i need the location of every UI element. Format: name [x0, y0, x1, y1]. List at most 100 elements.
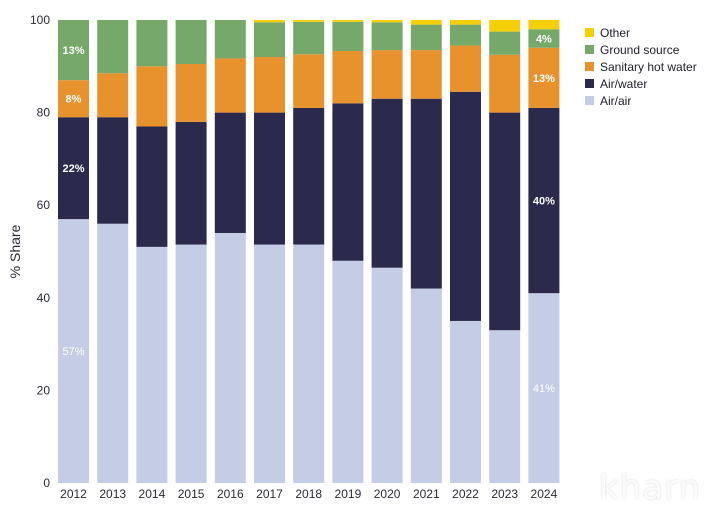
bar-2019-ground-source [332, 21, 364, 52]
bar-2023-sanitary-hot-water [489, 54, 521, 113]
legend-label-ground-source: Ground source [600, 43, 680, 57]
x-tick-label-2019: 2019 [335, 487, 362, 501]
x-tick-label-2021: 2021 [413, 487, 440, 501]
data-label-2012-sanitary-hot-water: 8% [66, 94, 82, 106]
bar-2014-air-water [136, 126, 168, 247]
data-label-2024-air-water: 40% [533, 196, 555, 208]
bar-2020-air-water [371, 98, 403, 268]
bar-2023-ground-source [489, 31, 521, 55]
y-tick-label-0: 0 [43, 476, 50, 490]
bar-2013-air-water [97, 117, 129, 224]
x-tick-label-2016: 2016 [217, 487, 244, 501]
bar-2019-air-air [332, 260, 364, 483]
y-tick-label-20: 20 [37, 383, 51, 397]
watermark-logo: kharn [598, 468, 701, 508]
x-tick-label-2012: 2012 [60, 487, 87, 501]
bar-2017-air-air [254, 244, 285, 483]
bar-2014-sanitary-hot-water [136, 66, 168, 127]
legend-label-other: Other [600, 26, 630, 40]
bar-2015-air-air [175, 244, 207, 483]
bar-2014-ground-source [136, 20, 168, 67]
bar-2015-sanitary-hot-water [175, 63, 207, 122]
legend-label-air-water: Air/water [600, 77, 647, 91]
bar-2022-ground-source [450, 24, 481, 46]
x-tick-label-2014: 2014 [139, 487, 166, 501]
bar-2018-air-air [293, 244, 325, 483]
bar-2024-ground-source [528, 29, 560, 48]
legend-label-sanitary-hot-water: Sanitary hot water [600, 60, 697, 74]
bar-2014-air-air [136, 246, 168, 483]
data-label-2012-air-water: 22% [62, 163, 84, 175]
bar-2019-sanitary-hot-water [332, 51, 364, 104]
x-tick-label-2022: 2022 [452, 487, 479, 501]
data-label-2012-ground-source: 13% [62, 45, 84, 57]
y-tick-label-60: 60 [37, 198, 51, 212]
bar-2019-air-water [332, 103, 364, 261]
bar-2023-air-water [489, 112, 521, 331]
bar-2020-ground-source [371, 22, 403, 51]
data-label-2012-air-air: 57% [62, 346, 84, 358]
bar-2016-air-air [214, 232, 246, 483]
data-label-2024-ground-source: 4% [536, 34, 552, 46]
bar-2016-sanitary-hot-water [214, 58, 246, 113]
legend-swatch-sanitary-hot-water [585, 62, 594, 71]
data-label-2024-air-air: 41% [533, 383, 555, 395]
bar-2021-ground-source [410, 24, 442, 51]
legend-label-air-air: Air/air [600, 94, 631, 108]
x-tick-label-2020: 2020 [374, 487, 401, 501]
bar-2022-sanitary-hot-water [450, 45, 481, 92]
bar-2023-other [489, 20, 521, 32]
bar-2018-ground-source [293, 21, 325, 55]
bar-2019-other [332, 20, 364, 22]
bar-2013-air-air [97, 223, 129, 483]
bar-2024-other [528, 20, 560, 30]
x-tick-label-2015: 2015 [178, 487, 205, 501]
data-label-2024-sanitary-hot-water: 13% [533, 73, 555, 85]
legend-swatch-ground-source [585, 45, 594, 54]
bar-2012-sanitary-hot-water [58, 80, 89, 118]
bar-2015-ground-source [175, 20, 207, 64]
y-tick-label-100: 100 [30, 13, 50, 27]
x-tick-label-2023: 2023 [491, 487, 518, 501]
bar-2020-other [371, 20, 403, 23]
bar-2012-ground-source [58, 20, 89, 81]
x-tick-label-2024: 2024 [531, 487, 558, 501]
bar-2022-air-air [450, 320, 481, 483]
x-tick-label-2017: 2017 [256, 487, 283, 501]
bar-2017-ground-source [254, 22, 285, 58]
bar-2020-air-air [371, 267, 403, 483]
legend-swatch-other [585, 28, 594, 37]
bar-2020-sanitary-hot-water [371, 50, 403, 99]
y-tick-label-40: 40 [37, 291, 51, 305]
y-tick-label-80: 80 [37, 106, 51, 120]
x-tick-label-2013: 2013 [99, 487, 126, 501]
bar-2018-sanitary-hot-water [293, 54, 325, 108]
bar-2024-air-water [528, 107, 560, 294]
bar-2022-other [450, 20, 481, 25]
bar-2013-sanitary-hot-water [97, 73, 129, 118]
bar-2012-air-water [58, 117, 89, 220]
bar-2018-air-water [293, 107, 325, 245]
bar-2022-air-water [450, 91, 481, 321]
bar-2017-air-water [254, 112, 285, 245]
bar-2023-air-air [489, 330, 521, 483]
bar-2021-sanitary-hot-water [410, 50, 442, 99]
y-axis-title: % Share [7, 224, 23, 278]
bar-2024-air-air [528, 293, 560, 483]
bar-2024-sanitary-hot-water [528, 47, 560, 108]
legend-swatch-air-water [585, 79, 594, 88]
bar-2016-ground-source [214, 20, 246, 59]
bar-2018-other [293, 20, 325, 22]
legend-swatch-air-air [585, 96, 594, 105]
bar-2017-other [254, 20, 285, 23]
bar-2012-air-air [58, 219, 89, 483]
x-tick-label-2018: 2018 [295, 487, 322, 501]
bar-2021-air-water [410, 98, 442, 289]
bar-2013-ground-source [97, 20, 129, 74]
bar-2021-air-air [410, 288, 442, 483]
bar-2021-other [410, 20, 442, 25]
bar-2015-air-water [175, 121, 207, 245]
bar-2017-sanitary-hot-water [254, 57, 285, 113]
bar-2016-air-water [214, 112, 246, 233]
